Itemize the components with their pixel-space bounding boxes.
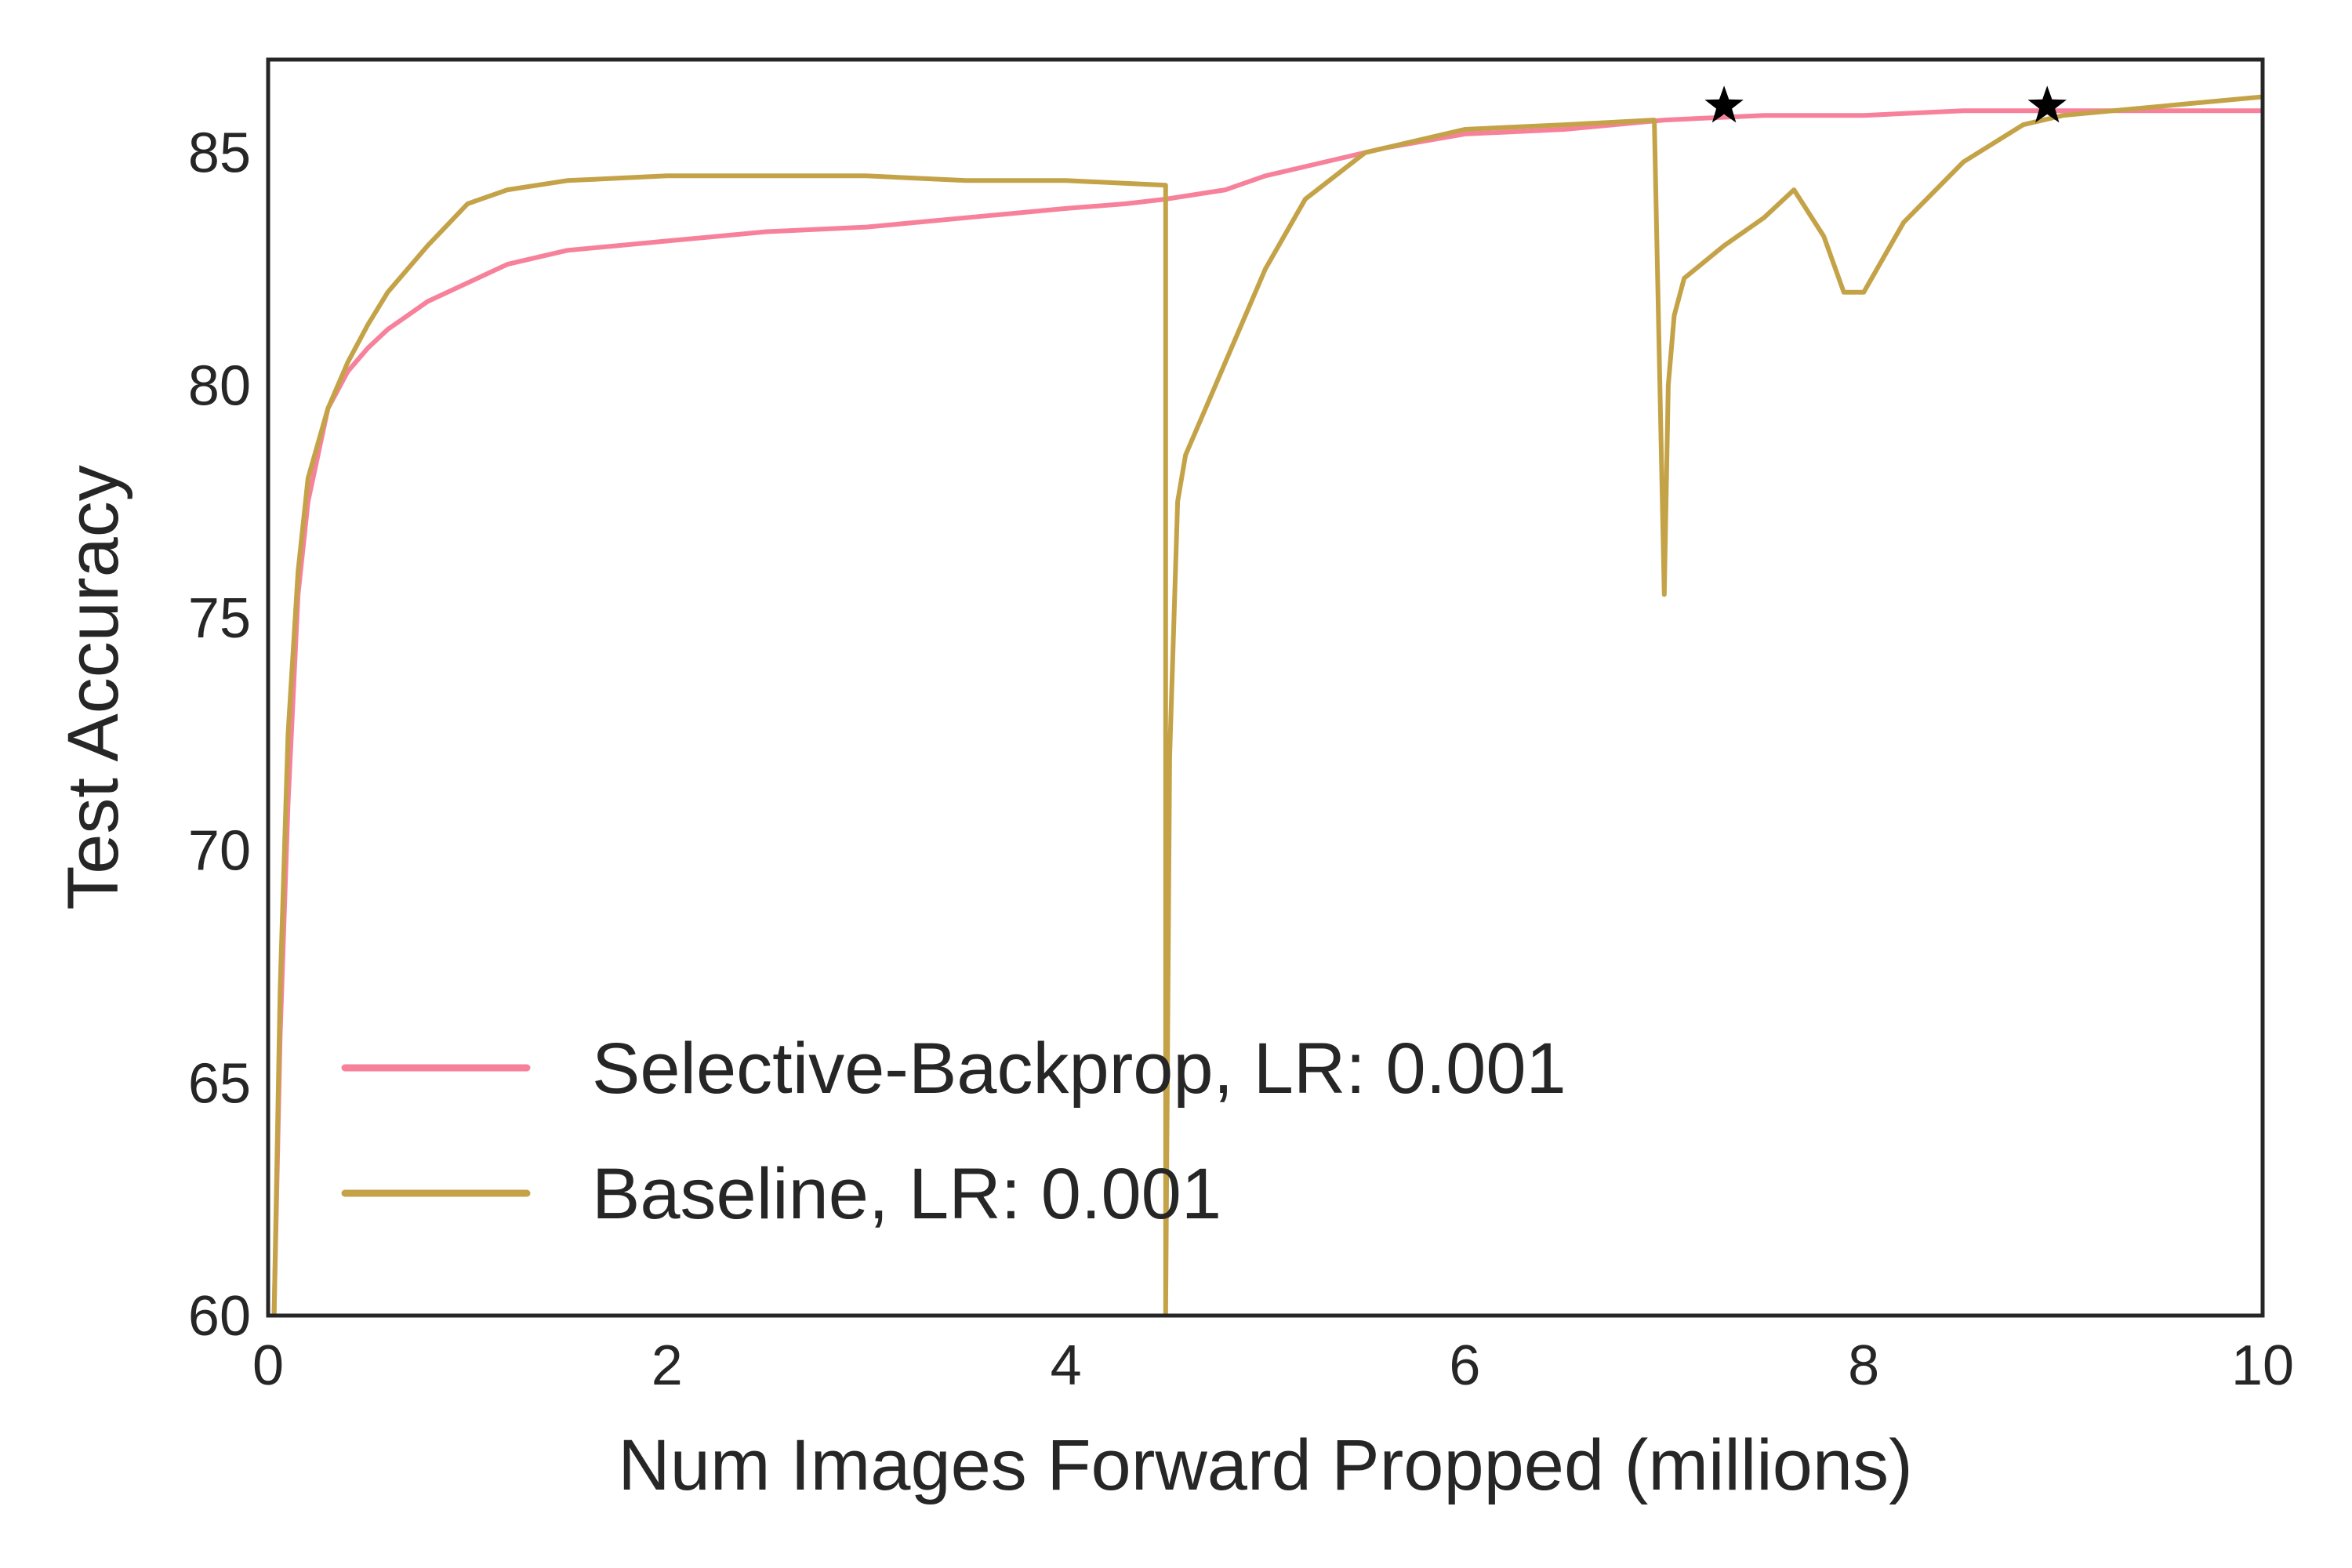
y-tick-label: 75 <box>188 587 251 650</box>
x-tick-label: 0 <box>252 1334 284 1397</box>
x-tick-label: 6 <box>1449 1334 1480 1397</box>
plot-frame <box>266 57 2265 1318</box>
star-marker-1 <box>1704 85 1744 123</box>
x-tick-label: 2 <box>652 1334 683 1397</box>
x-tick-label: 10 <box>2231 1334 2294 1397</box>
y-tick-label: 70 <box>188 820 251 883</box>
x-axis-label: Num Images Forward Propped (millions) <box>618 1425 1912 1505</box>
legend-label: Selective-Backprop, LR: 0.001 <box>592 1029 1566 1109</box>
y-tick-label: 65 <box>188 1052 251 1115</box>
legend: Selective-Backprop, LR: 0.001 Baseline, L… <box>341 1029 1566 1234</box>
legend-entry: Selective-Backprop, LR: 0.001 <box>341 1029 1566 1109</box>
y-axis-label: Test Accuracy <box>53 465 133 910</box>
x-tick-label: 8 <box>1848 1334 1879 1397</box>
x-tick-labels: 0 2 4 6 8 10 <box>252 1334 2294 1397</box>
x-tick-label: 4 <box>1051 1334 1082 1397</box>
y-tick-label: 60 <box>188 1285 251 1348</box>
legend-label: Baseline, LR: 0.001 <box>592 1154 1221 1234</box>
star-marker-2 <box>2027 85 2067 123</box>
plot-area <box>271 85 2263 1316</box>
y-tick-label: 80 <box>188 354 251 417</box>
legend-entry: Baseline, LR: 0.001 <box>341 1154 1221 1234</box>
y-tick-labels: 60 65 70 75 80 85 <box>188 122 251 1348</box>
y-tick-label: 85 <box>188 122 251 185</box>
series-line-2 <box>271 94 2263 1316</box>
marker-layer <box>1704 85 2067 123</box>
